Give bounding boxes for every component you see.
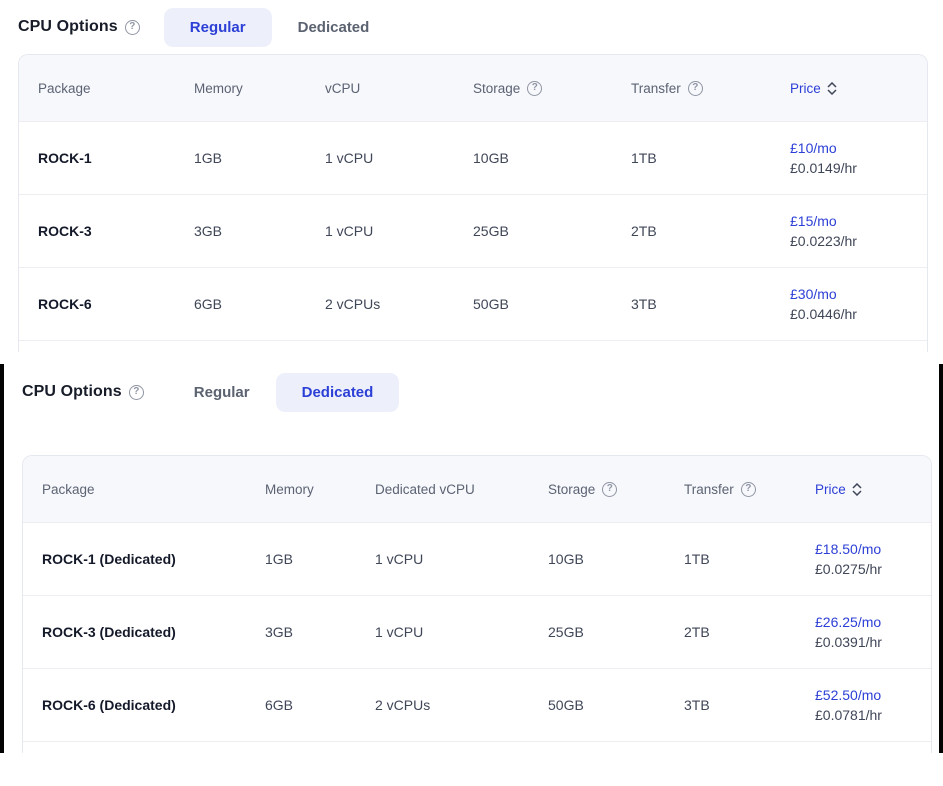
page-title: CPU Options [18, 18, 118, 35]
table-row: ROCK-3 3GB 1 vCPU 25GB 2TB £15/mo £0.022… [19, 194, 927, 267]
pricing-table-regular: Package Memory vCPU Storage ? Transfer ?… [18, 54, 928, 352]
tab-regular[interactable]: Regular [193, 383, 250, 401]
sort-chevrons-icon [852, 482, 862, 496]
column-header-transfer: Transfer ? [631, 80, 790, 96]
column-header-memory: Memory [194, 80, 243, 96]
vcpu-cell: 2 vCPUs [375, 697, 431, 713]
transfer-cell: 2TB [684, 624, 710, 640]
storage-cell: 50GB [473, 296, 509, 312]
transfer-cell: 1TB [631, 150, 657, 166]
package-cell: ROCK-3 (Dedicated) [42, 624, 176, 640]
table-header-row: Package Memory vCPU Storage ? Transfer ?… [19, 55, 927, 121]
pricing-table-dedicated: Package Memory Dedicated vCPU Storage ? … [22, 455, 932, 753]
vcpu-cell: 1 vCPU [325, 223, 374, 239]
transfer-cell: 3TB [631, 296, 657, 312]
help-icon[interactable]: ? [124, 19, 140, 35]
memory-cell: 3GB [265, 624, 294, 640]
price-cell: £30/mo £0.0446/hr [790, 284, 927, 325]
table-row: ROCK-6 (Dedicated) 6GB 2 vCPUs 50GB 3TB … [23, 668, 931, 741]
column-header-memory: Memory [265, 481, 314, 497]
vcpu-cell: 1 vCPU [375, 624, 424, 640]
sort-chevrons-icon [827, 81, 837, 95]
transfer-cell: 1TB [684, 551, 710, 567]
price-hourly: £0.0149/hr [790, 160, 857, 176]
column-header-price-sort[interactable]: Price [790, 81, 927, 96]
transfer-cell: 2TB [631, 223, 657, 239]
storage-cell: 25GB [548, 624, 584, 640]
memory-cell: 3GB [194, 223, 223, 239]
package-cell: ROCK-1 [38, 150, 92, 166]
column-header-storage: Storage ? [473, 80, 631, 96]
package-cell: ROCK-6 [38, 296, 92, 312]
price-cell: £15/mo £0.0223/hr [790, 211, 927, 252]
price-monthly: £18.50/mo [815, 540, 882, 557]
column-header-package: Package [38, 80, 91, 96]
page-title: CPU Options [22, 383, 122, 400]
tab-regular[interactable]: Regular [163, 7, 272, 47]
cpu-options-tabs: Regular Dedicated [168, 372, 400, 412]
vcpu-cell: 1 vCPU [375, 551, 424, 567]
column-header-dedicated-vcpu: Dedicated vCPU [375, 481, 475, 497]
table-row: ROCK-6 6GB 2 vCPUs 50GB 3TB £30/mo £0.04… [19, 267, 927, 340]
tab-dedicated[interactable]: Dedicated [297, 18, 370, 36]
table-row: ROCK-3 (Dedicated) 3GB 1 vCPU 25GB 2TB £… [23, 595, 931, 668]
tab-dedicated[interactable]: Dedicated [275, 372, 400, 412]
help-icon[interactable]: ? [687, 80, 703, 96]
table-row: ROCK-1 (Dedicated) 1GB 1 vCPU 10GB 1TB £… [23, 522, 931, 595]
column-header-price-sort[interactable]: Price [815, 482, 931, 497]
memory-cell: 1GB [265, 551, 294, 567]
cpu-options-section-dedicated: CPU Options ? Regular Dedicated Package … [0, 364, 943, 753]
price-monthly: £52.50/mo [815, 686, 882, 703]
price-hourly: £0.0275/hr [815, 561, 882, 577]
table-header-row: Package Memory Dedicated vCPU Storage ? … [23, 456, 931, 522]
help-icon[interactable]: ? [602, 481, 618, 497]
price-cell: £26.25/mo £0.0391/hr [815, 612, 931, 653]
help-icon[interactable]: ? [740, 481, 756, 497]
vcpu-cell: 1 vCPU [325, 150, 374, 166]
price-hourly: £0.0391/hr [815, 634, 882, 650]
vcpu-cell: 2 vCPUs [325, 296, 381, 312]
package-cell: ROCK-6 (Dedicated) [42, 697, 176, 713]
screenshot-seam [0, 352, 943, 364]
price-monthly: £26.25/mo [815, 613, 882, 630]
price-monthly: £15/mo [790, 212, 837, 229]
column-header-vcpu: vCPU [325, 80, 361, 96]
column-header-package: Package [42, 481, 95, 497]
column-header-transfer: Transfer ? [684, 481, 815, 497]
storage-cell: 25GB [473, 223, 509, 239]
cut-off-row [23, 741, 931, 753]
section-heading: CPU Options ? Regular Dedicated [4, 364, 939, 414]
transfer-cell: 3TB [684, 697, 710, 713]
memory-cell: 6GB [265, 697, 294, 713]
storage-cell: 10GB [473, 150, 509, 166]
price-cell: £18.50/mo £0.0275/hr [815, 539, 931, 580]
memory-cell: 1GB [194, 150, 223, 166]
memory-cell: 6GB [194, 296, 223, 312]
storage-cell: 10GB [548, 551, 584, 567]
price-cell: £52.50/mo £0.0781/hr [815, 685, 931, 726]
price-hourly: £0.0446/hr [790, 306, 857, 322]
price-monthly: £30/mo [790, 285, 837, 302]
price-cell: £10/mo £0.0149/hr [790, 138, 927, 179]
section-heading: CPU Options ? Regular Dedicated [0, 0, 943, 54]
storage-cell: 50GB [548, 697, 584, 713]
help-icon[interactable]: ? [128, 384, 144, 400]
table-row: ROCK-1 1GB 1 vCPU 10GB 1TB £10/mo £0.014… [19, 121, 927, 194]
help-icon[interactable]: ? [527, 80, 543, 96]
cpu-options-section-regular: CPU Options ? Regular Dedicated Package … [0, 0, 943, 352]
price-monthly: £10/mo [790, 139, 837, 156]
package-cell: ROCK-1 (Dedicated) [42, 551, 176, 567]
cut-off-row [19, 340, 927, 352]
price-hourly: £0.0223/hr [790, 233, 857, 249]
cpu-options-tabs: Regular Dedicated [163, 7, 396, 47]
package-cell: ROCK-3 [38, 223, 92, 239]
column-header-storage: Storage ? [548, 481, 684, 497]
price-hourly: £0.0781/hr [815, 707, 882, 723]
